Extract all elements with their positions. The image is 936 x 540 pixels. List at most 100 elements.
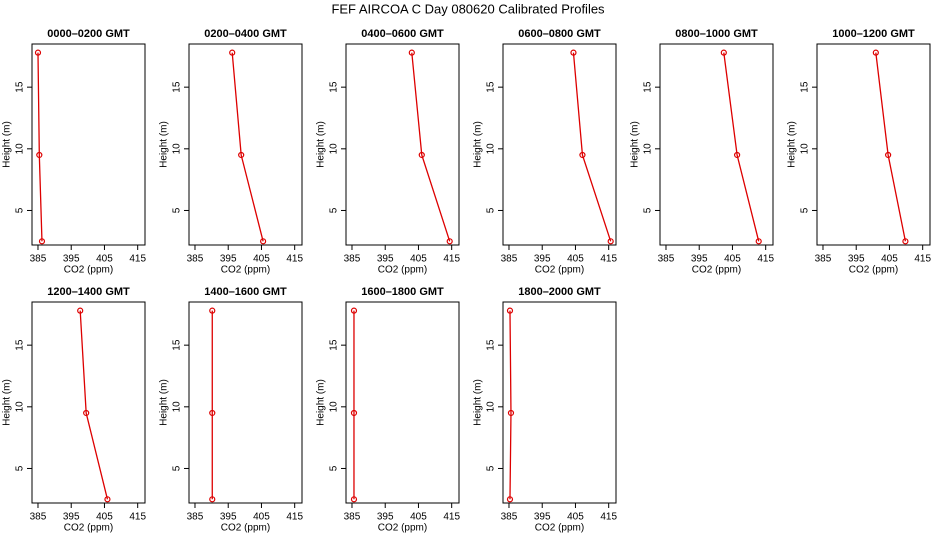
y-tick-label: 5 <box>329 207 340 213</box>
y-tick-label: 10 <box>172 143 183 155</box>
x-axis-label: CO2 (ppm) <box>64 523 113 534</box>
subplot-title: 1600–1800 GMT <box>361 286 444 298</box>
profile-point <box>507 409 515 417</box>
x-tick-label: 405 <box>567 512 584 523</box>
profile-point <box>755 238 762 245</box>
y-axis-label: Height (m) <box>316 379 327 426</box>
profile-point <box>506 307 514 314</box>
x-tick-label: 395 <box>220 254 237 265</box>
y-axis-label: Height (m) <box>787 121 798 168</box>
plot-frame <box>188 43 303 246</box>
y-tick-label: 15 <box>172 339 183 351</box>
profile-point <box>446 238 453 245</box>
y-axis-label: Height (m) <box>630 121 641 168</box>
x-tick-label: 405 <box>96 254 113 265</box>
profile-point <box>350 307 358 314</box>
x-tick-label: 385 <box>187 254 204 265</box>
x-tick-label: 405 <box>410 254 427 265</box>
x-tick-label: 385 <box>344 254 361 265</box>
plot-frame <box>188 301 303 504</box>
y-tick-label: 5 <box>15 207 26 213</box>
y-tick-label: 5 <box>486 207 497 213</box>
y-tick-label: 10 <box>15 401 26 413</box>
subplot: 0000–0200 GMT 385 395 405 415 5 10 15 CO2 (ppm) H… <box>2 28 147 276</box>
profile-line <box>411 52 451 242</box>
subplot: 1400–1600 GMT 385 395 405 415 5 10 15 CO2 (ppm) H… <box>159 286 304 534</box>
x-axis-label: CO2 (ppm) <box>221 265 270 276</box>
x-tick-label: 405 <box>253 512 270 523</box>
subplot-title: 1200–1400 GMT <box>47 286 130 298</box>
y-tick-label: 10 <box>329 143 340 155</box>
subplot-title: 0800–1000 GMT <box>675 28 758 40</box>
y-tick-label: 15 <box>486 339 497 351</box>
profile-point <box>229 49 236 56</box>
profile-point <box>579 151 586 159</box>
y-tick-label: 10 <box>15 143 26 155</box>
x-tick-label: 415 <box>443 512 460 523</box>
x-tick-label: 415 <box>757 254 774 265</box>
x-tick-label: 405 <box>410 512 427 523</box>
y-tick-label: 10 <box>172 401 183 413</box>
subplot: 1800–2000 GMT 385 395 405 415 5 10 15 CO2 (ppm) H… <box>473 286 618 534</box>
profile-point <box>734 151 741 159</box>
subplot: 0600–0800 GMT 385 395 405 415 5 10 15 CO2 (ppm) H… <box>473 28 618 276</box>
y-tick-label: 15 <box>329 81 340 93</box>
y-axis-label: Height (m) <box>473 121 484 168</box>
plot-frame <box>502 43 617 246</box>
y-axis-label: Height (m) <box>473 379 484 426</box>
subplot: 0200–0400 GMT 385 395 405 415 5 10 15 CO2 (ppm) H… <box>159 28 304 276</box>
x-axis-label: CO2 (ppm) <box>535 265 584 276</box>
profile-point <box>34 49 42 56</box>
subplot-title: 0000–0200 GMT <box>47 28 130 40</box>
x-tick-label: 395 <box>220 512 237 523</box>
y-tick-label: 10 <box>486 143 497 155</box>
x-tick-label: 395 <box>534 254 551 265</box>
x-tick-label: 405 <box>881 254 898 265</box>
x-tick-label: 415 <box>286 254 303 265</box>
subplot: 0800–1000 GMT 385 395 405 415 5 10 15 CO2 (ppm) H… <box>630 28 775 276</box>
y-tick-label: 10 <box>486 401 497 413</box>
x-axis-label: CO2 (ppm) <box>378 265 427 276</box>
x-tick-label: 405 <box>253 254 270 265</box>
x-tick-label: 405 <box>567 254 584 265</box>
y-axis-label: Height (m) <box>316 121 327 168</box>
y-tick-label: 15 <box>15 339 26 351</box>
y-tick-label: 5 <box>486 465 497 471</box>
x-tick-label: 385 <box>30 254 47 265</box>
subplot-title: 1000–1200 GMT <box>832 28 915 40</box>
profile-point <box>238 151 245 159</box>
profile-point <box>209 496 216 503</box>
x-axis-label: CO2 (ppm) <box>378 523 427 534</box>
x-axis-label: CO2 (ppm) <box>64 265 113 276</box>
subplot: 0400–0600 GMT 385 395 405 415 5 10 15 CO2 (ppm) H… <box>316 28 461 276</box>
profile-point <box>607 238 614 245</box>
x-tick-label: 395 <box>63 512 80 523</box>
plot-frame <box>345 43 460 246</box>
y-axis-label: Height (m) <box>159 121 170 168</box>
profile-point <box>506 496 514 503</box>
x-tick-label: 415 <box>129 254 146 265</box>
page-title: FEF AIRCOA C Day 080620 Calibrated Profi… <box>331 1 605 16</box>
x-tick-label: 415 <box>443 254 460 265</box>
x-tick-label: 415 <box>914 254 931 265</box>
profile-line <box>37 52 43 242</box>
profile-point <box>38 238 46 245</box>
y-tick-label: 10 <box>643 143 654 155</box>
profile-point <box>408 49 415 56</box>
profile-point <box>77 307 84 314</box>
profile-line <box>231 52 264 242</box>
plot-frame <box>345 301 460 504</box>
x-tick-label: 385 <box>815 254 832 265</box>
x-tick-label: 415 <box>600 512 617 523</box>
plot-frame <box>502 301 617 504</box>
y-tick-label: 5 <box>172 207 183 213</box>
x-tick-label: 415 <box>286 512 303 523</box>
profile-line <box>79 310 109 500</box>
x-tick-label: 385 <box>501 254 518 265</box>
x-tick-label: 405 <box>96 512 113 523</box>
profile-point <box>350 496 358 503</box>
y-tick-label: 15 <box>172 81 183 93</box>
y-tick-label: 5 <box>800 207 811 213</box>
y-tick-label: 5 <box>172 465 183 471</box>
x-tick-label: 385 <box>30 512 47 523</box>
